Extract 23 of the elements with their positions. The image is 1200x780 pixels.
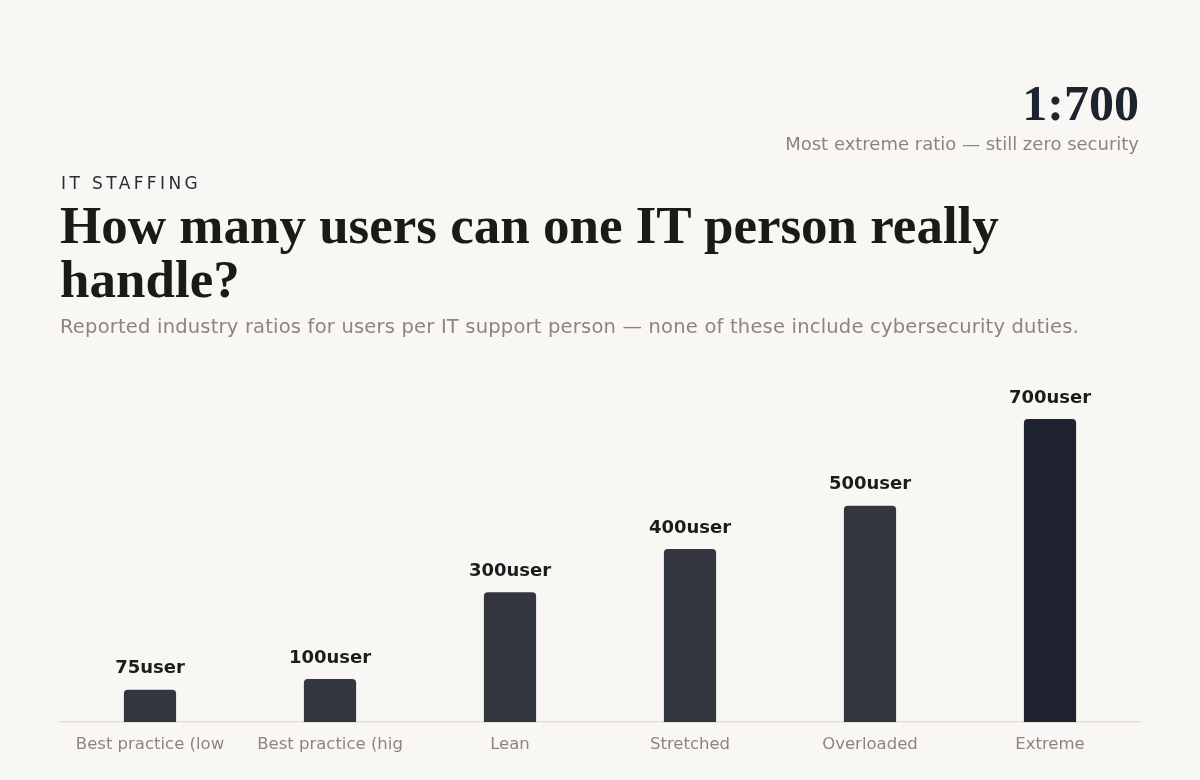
text: Most extreme ratio — still zero security: [785, 133, 1139, 154]
data-label: 300user: [468, 558, 552, 580]
data-label: 400user: [648, 515, 732, 537]
x-tick-label: Extreme: [1015, 734, 1085, 754]
chart-title: How many users can one IT person really handle?: [60, 196, 1000, 308]
x-tick-label: Stretched: [649, 734, 731, 754]
data-label: 700user: [1008, 385, 1092, 407]
bar: [483, 592, 537, 723]
bar: [123, 689, 177, 723]
bar: [663, 548, 717, 723]
bar: [303, 678, 357, 723]
data-label: 500user: [828, 472, 912, 494]
bar: [1023, 419, 1077, 723]
text: 1:700: [1022, 75, 1139, 131]
x-tick-label: Best practice (hig: [257, 734, 403, 754]
x-tick-label: Lean: [490, 734, 530, 754]
x-tick-label: Overloaded: [822, 734, 918, 754]
x-tick-label: Best practice (low: [75, 734, 225, 754]
chart-subtitle: Reported industry ratios for users per IT support person — none of these include cybersecurity duties.: [60, 315, 1080, 338]
bar: [843, 505, 897, 723]
data-label: 100user: [288, 645, 372, 667]
text: IT STAFFING: [61, 173, 202, 193]
data-label: 75user: [115, 656, 185, 678]
